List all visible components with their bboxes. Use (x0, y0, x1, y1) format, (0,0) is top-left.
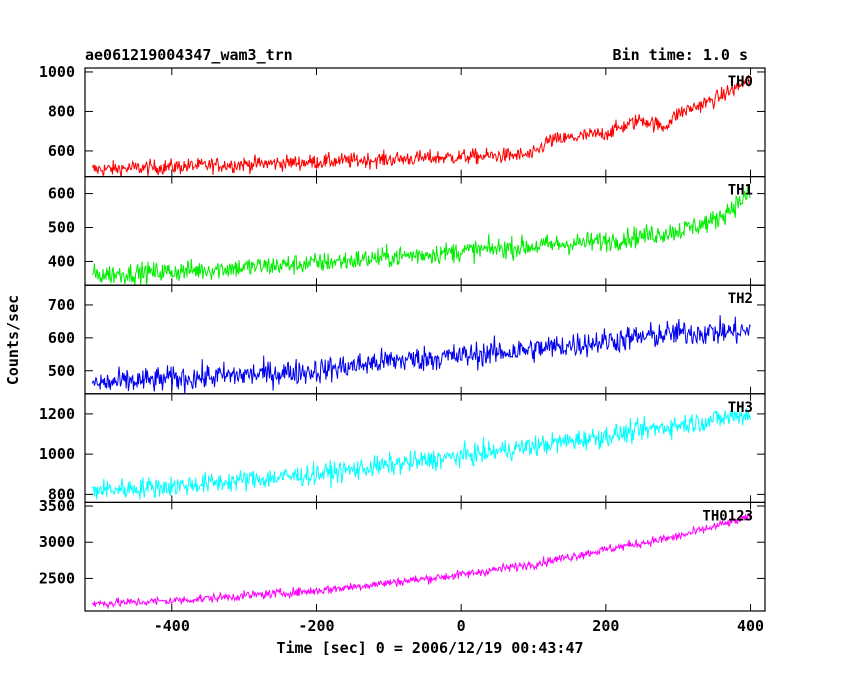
bin-time-label: Bin time: 1.0 s (613, 46, 748, 64)
x-tick-labels: -400 -200 0 200 400 (154, 617, 764, 635)
y-tick-label: 1000 (39, 63, 75, 81)
y-tick-label: 500 (48, 219, 75, 237)
x-tick-label: -200 (298, 617, 334, 635)
series-line-th2 (91, 315, 751, 394)
panel-th0123: 2500 3000 3500 TH0123 (39, 497, 766, 612)
y-axis-label: Counts/sec (4, 295, 22, 385)
y-tick-label: 800 (48, 102, 75, 120)
panel-th1: 400 500 600 TH1 (48, 176, 766, 286)
series-line-th0 (91, 74, 751, 177)
y-tick-label: 700 (48, 296, 75, 314)
panel-th3: 800 1000 1200 TH3 (39, 393, 766, 503)
x-axis-label: Time [sec] 0 = 2006/12/19 00:43:47 (276, 639, 583, 657)
panel-label-th1: TH1 (728, 183, 753, 199)
series-line-th3 (91, 408, 751, 500)
y-tick-label: 600 (48, 185, 75, 203)
panel-frame (84, 67, 766, 178)
panel-label-th3: TH3 (728, 400, 753, 416)
y-tick-label: 3500 (39, 497, 75, 515)
panel-th0: 600 800 1000 TH0 (39, 63, 766, 178)
panel-th2: 500 600 700 TH2 (48, 284, 766, 395)
panel-frame (84, 393, 766, 503)
panel-label-th0123: TH0123 (702, 508, 753, 524)
panel-frame (84, 501, 766, 612)
panels-group: 600 800 1000 TH0 400 500 600 TH1 500 600 700 TH2 800… (39, 63, 766, 612)
y-tick-label: 800 (48, 485, 75, 503)
panel-label-th0: TH0 (728, 74, 753, 90)
y-tick-label: 1200 (39, 405, 75, 423)
y-tick-label: 400 (48, 252, 75, 270)
series-line-th0123 (91, 512, 751, 610)
y-tick-label: 2500 (39, 569, 75, 587)
x-tick-label: 400 (737, 617, 764, 635)
y-tick-label: 500 (48, 362, 75, 380)
x-tick-label: 0 (457, 617, 466, 635)
chart-title: ae061219004347_wam3_trn (85, 46, 293, 64)
y-tick-label: 3000 (39, 533, 75, 551)
series-line-th1 (91, 185, 751, 286)
x-tick-label: -400 (154, 617, 190, 635)
y-tick-label: 600 (48, 142, 75, 160)
y-tick-label: 600 (48, 329, 75, 347)
panel-label-th2: TH2 (728, 291, 753, 307)
y-tick-label: 1000 (39, 445, 75, 463)
x-tick-label: 200 (592, 617, 619, 635)
